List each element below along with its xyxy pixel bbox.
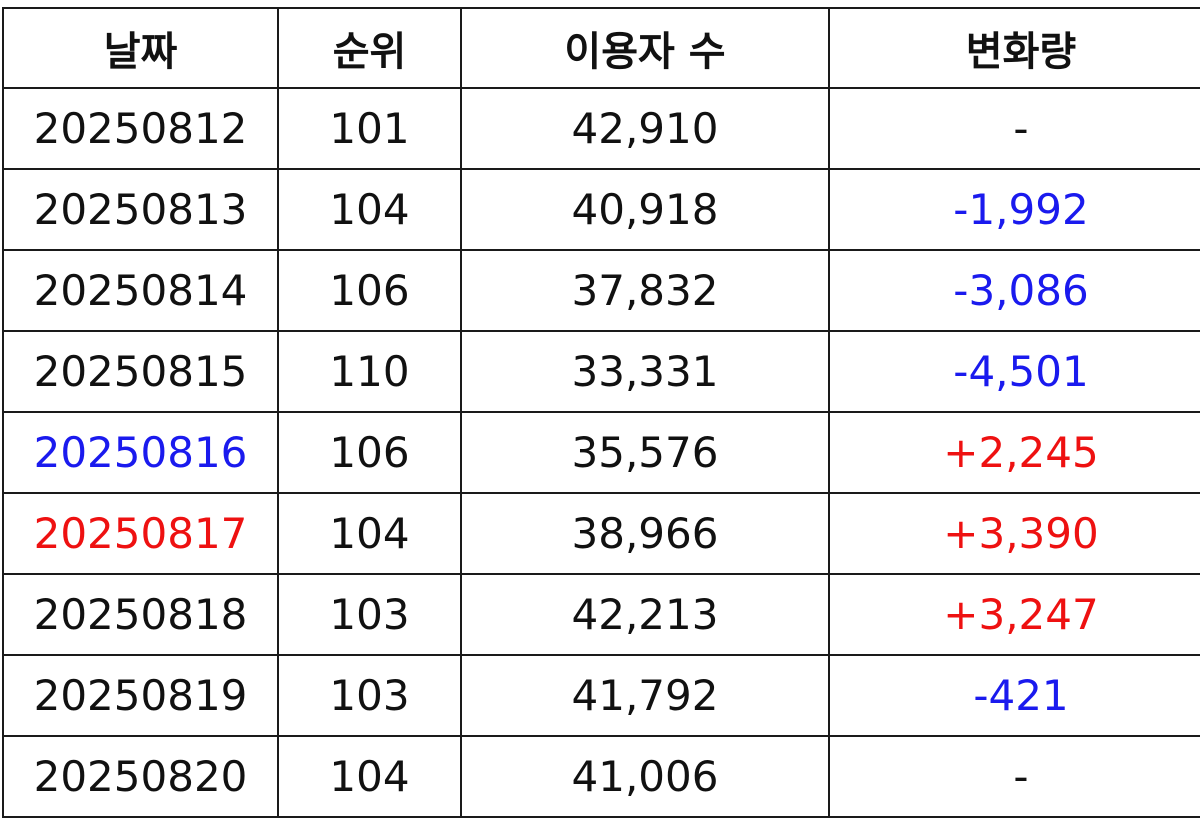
cell-change: -3,086: [828, 249, 1200, 332]
header-date: 날짜: [2, 7, 279, 89]
cell-users: 33,331: [460, 330, 830, 413]
cell-date: 20250814: [2, 249, 279, 332]
cell-users: 40,918: [460, 168, 830, 251]
cell-users: 35,576: [460, 411, 830, 494]
table-row: 20250814 106 37,832 -3,086: [2, 249, 1200, 332]
table-row: 20250818 103 42,213 +3,247: [2, 573, 1200, 656]
cell-rank: 106: [277, 411, 462, 494]
cell-rank: 103: [277, 654, 462, 737]
cell-change: -4,501: [828, 330, 1200, 413]
cell-users: 42,910: [460, 87, 830, 170]
user-stats-table: 날짜 순위 이용자 수 변화량 20250812 101 42,910 - 20…: [2, 7, 1200, 818]
cell-date: 20250818: [2, 573, 279, 656]
cell-date: 20250812: [2, 87, 279, 170]
table-row: 20250813 104 40,918 -1,992: [2, 168, 1200, 251]
cell-rank: 101: [277, 87, 462, 170]
cell-rank: 106: [277, 249, 462, 332]
cell-date: 20250816: [2, 411, 279, 494]
cell-change: +3,247: [828, 573, 1200, 656]
cell-rank: 104: [277, 735, 462, 818]
cell-date: 20250819: [2, 654, 279, 737]
cell-users: 37,832: [460, 249, 830, 332]
table-row: 20250812 101 42,910 -: [2, 87, 1200, 170]
cell-change: -: [828, 735, 1200, 818]
cell-change: +2,245: [828, 411, 1200, 494]
cell-change: +3,390: [828, 492, 1200, 575]
table-row: 20250816 106 35,576 +2,245: [2, 411, 1200, 494]
cell-rank: 104: [277, 492, 462, 575]
header-rank: 순위: [277, 7, 462, 89]
header-users: 이용자 수: [460, 7, 830, 89]
cell-users: 42,213: [460, 573, 830, 656]
cell-rank: 103: [277, 573, 462, 656]
table-row: 20250817 104 38,966 +3,390: [2, 492, 1200, 575]
header-row: 날짜 순위 이용자 수 변화량: [2, 7, 1200, 89]
cell-date: 20250813: [2, 168, 279, 251]
cell-rank: 104: [277, 168, 462, 251]
cell-users: 41,792: [460, 654, 830, 737]
cell-change: -1,992: [828, 168, 1200, 251]
table-row: 20250820 104 41,006 -: [2, 735, 1200, 818]
cell-users: 38,966: [460, 492, 830, 575]
cell-change: -: [828, 87, 1200, 170]
table-header: 날짜 순위 이용자 수 변화량: [2, 7, 1200, 89]
cell-users: 41,006: [460, 735, 830, 818]
table-body: 20250812 101 42,910 - 20250813 104 40,91…: [2, 87, 1200, 818]
cell-date: 20250820: [2, 735, 279, 818]
table-row: 20250819 103 41,792 -421: [2, 654, 1200, 737]
table-row: 20250815 110 33,331 -4,501: [2, 330, 1200, 413]
cell-change: -421: [828, 654, 1200, 737]
cell-date: 20250815: [2, 330, 279, 413]
cell-rank: 110: [277, 330, 462, 413]
cell-date: 20250817: [2, 492, 279, 575]
header-change: 변화량: [828, 7, 1200, 89]
